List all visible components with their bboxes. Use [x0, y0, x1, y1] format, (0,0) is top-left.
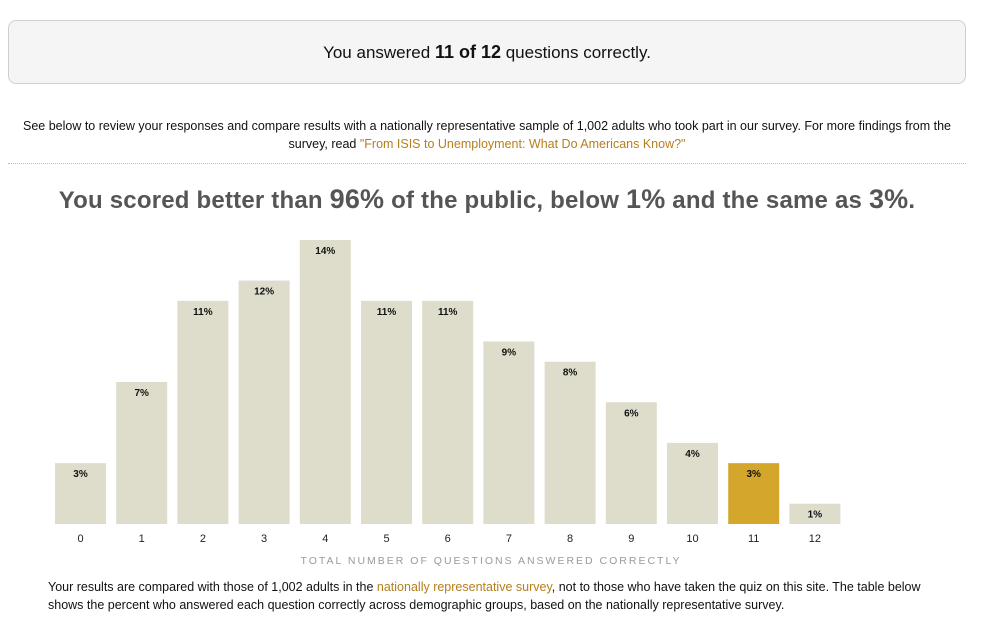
bar-3 — [238, 280, 290, 524]
survey-link[interactable]: nationally representative survey — [376, 580, 552, 594]
tick-label-0: 0 — [77, 533, 83, 545]
footnote-body-1: Your results are compared with those of … — [48, 580, 377, 594]
headline-same-value: 3% — [868, 184, 909, 214]
score-prefix: You answered — [323, 42, 435, 62]
score-total: 12 — [480, 41, 501, 62]
headline-part1: You scored better than — [58, 187, 330, 214]
tick-label-2: 2 — [200, 533, 206, 545]
bar-10 — [667, 442, 718, 524]
value-label-9: 6% — [624, 408, 639, 419]
headline-part4: . — [908, 187, 916, 214]
bar-9 — [605, 402, 657, 524]
value-label-11: 3% — [746, 469, 761, 480]
bar-7 — [483, 341, 535, 524]
value-label-2: 11% — [193, 307, 213, 318]
value-label-12: 1% — [808, 510, 823, 521]
dotted-divider — [8, 163, 966, 164]
bar-0 — [55, 463, 106, 524]
headline-better-value: 96% — [329, 184, 385, 214]
tick-label-7: 7 — [506, 533, 512, 545]
footnote-text: Your results are compared with those of … — [48, 578, 928, 614]
value-label-1: 7% — [134, 388, 149, 399]
score-suffix: questions correctly. — [501, 42, 651, 62]
bar-5 — [361, 300, 412, 524]
intro-text: See below to review your responses and c… — [8, 117, 966, 153]
bar-8 — [544, 361, 596, 524]
x-axis-label: TOTAL NUMBER OF QUESTIONS ANSWERED CORRE… — [300, 555, 681, 567]
bar-6 — [422, 300, 474, 524]
value-labels-group: 3% 7% 11% 12% 14% 11% 11% 9% 8% 6% 4% 3% 1% — [73, 246, 822, 521]
survey-report-link[interactable]: "From ISIS to Unemployment: What Do Amer… — [359, 137, 686, 151]
tick-label-5: 5 — [383, 533, 389, 545]
headline-below-value: 1% — [626, 184, 666, 214]
tick-labels-group: 0 1 2 3 4 5 6 7 8 9 10 11 12 — [77, 533, 821, 545]
bar-1 — [116, 382, 168, 524]
value-label-4: 14% — [315, 246, 335, 257]
score-of: of — [453, 41, 481, 62]
score-correct: 11 — [434, 41, 454, 62]
tick-label-6: 6 — [445, 533, 451, 545]
bar-4 — [299, 240, 351, 524]
value-label-6: 11% — [438, 307, 458, 318]
headline: You scored better than 96% of the public… — [8, 184, 966, 215]
value-label-0: 3% — [73, 469, 88, 480]
tick-label-8: 8 — [567, 533, 573, 545]
value-label-3: 12% — [254, 287, 274, 298]
tick-label-11: 11 — [748, 533, 759, 545]
tick-label-12: 12 — [809, 533, 821, 545]
score-summary-box: You answered 11 of 12 questions correctl… — [8, 20, 966, 84]
footnote-body-2: , not to those who have taken the quiz o… — [48, 580, 921, 612]
tick-label-4: 4 — [322, 533, 328, 545]
value-label-7: 9% — [502, 347, 517, 358]
tick-label-3: 3 — [261, 533, 267, 545]
tick-label-9: 9 — [628, 533, 634, 545]
tick-label-10: 10 — [686, 533, 698, 545]
value-label-5: 11% — [377, 307, 397, 318]
bar-2 — [177, 300, 229, 524]
value-label-8: 8% — [563, 368, 578, 379]
value-label-10: 4% — [685, 449, 700, 460]
headline-part3: and the same as — [665, 187, 869, 214]
intro-body: See below to review your responses and c… — [22, 119, 951, 151]
headline-part2: of the public, below — [384, 187, 626, 214]
bar-11 — [728, 463, 780, 524]
tick-label-1: 1 — [139, 533, 145, 545]
bar-12 — [789, 503, 841, 524]
bars-group — [55, 240, 841, 524]
